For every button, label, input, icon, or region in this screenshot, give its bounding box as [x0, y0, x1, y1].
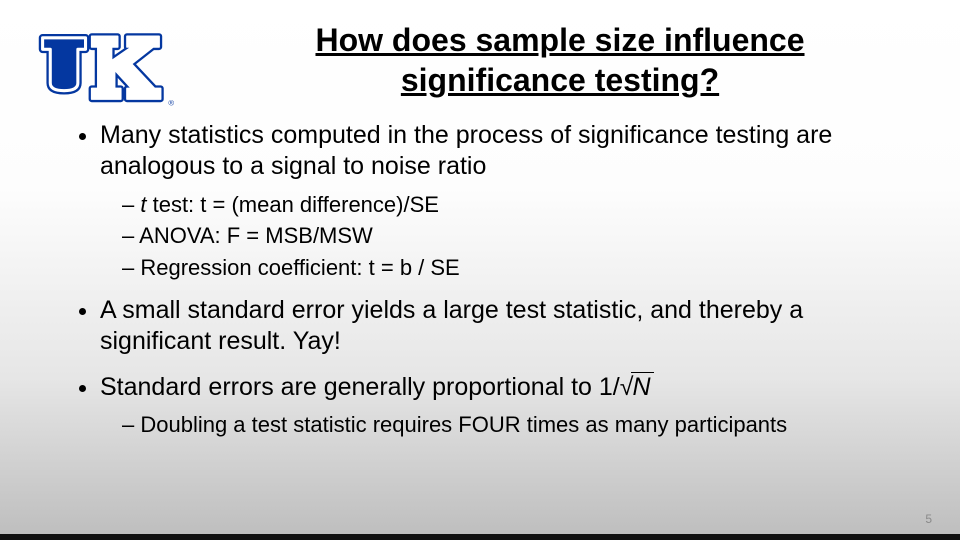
page-number: 5 — [925, 512, 932, 526]
bullet-1: Many statistics computed in the process … — [100, 120, 920, 281]
title-line2: significance testing? — [401, 62, 719, 98]
bullet-2: A small standard error yields a large te… — [100, 295, 920, 358]
bullet-1-text: Many statistics computed in the process … — [100, 121, 832, 180]
bullet-3-prefix: Standard errors are generally proportion… — [100, 373, 620, 401]
svg-text:®: ® — [168, 98, 174, 107]
uk-logo: ® — [38, 30, 176, 110]
slide: ® How does sample size influence signifi… — [0, 0, 960, 540]
title-line1: How does sample size influence — [315, 22, 804, 58]
bullet-1-sub-1-rest: test: t = (mean difference)/SE — [146, 192, 438, 217]
bottom-bar — [0, 534, 960, 540]
bullet-2-text: A small standard error yields a large te… — [100, 296, 803, 355]
bullet-3-sub-1-rest: Doubling a test statistic requires FOUR … — [140, 412, 787, 437]
bullet-3-sub-1: Doubling a test statistic requires FOUR … — [122, 411, 920, 439]
bullet-1-sub-2-rest: ANOVA: F = MSB/MSW — [139, 223, 373, 248]
bullet-1-sub-2: ANOVA: F = MSB/MSW — [122, 222, 920, 250]
sqrt-radicand: N — [631, 372, 653, 401]
slide-title: How does sample size influence significa… — [200, 20, 920, 100]
bullet-1-sub-3-rest: Regression coefficient: t = b / SE — [140, 255, 459, 280]
bullet-3: Standard errors are generally proportion… — [100, 372, 920, 439]
slide-body: Many statistics computed in the process … — [60, 120, 920, 452]
bullet-1-sub-1: t test: t = (mean difference)/SE — [122, 191, 920, 219]
sqrt-expression: √N — [620, 372, 654, 403]
bullet-1-sub-3: Regression coefficient: t = b / SE — [122, 254, 920, 282]
